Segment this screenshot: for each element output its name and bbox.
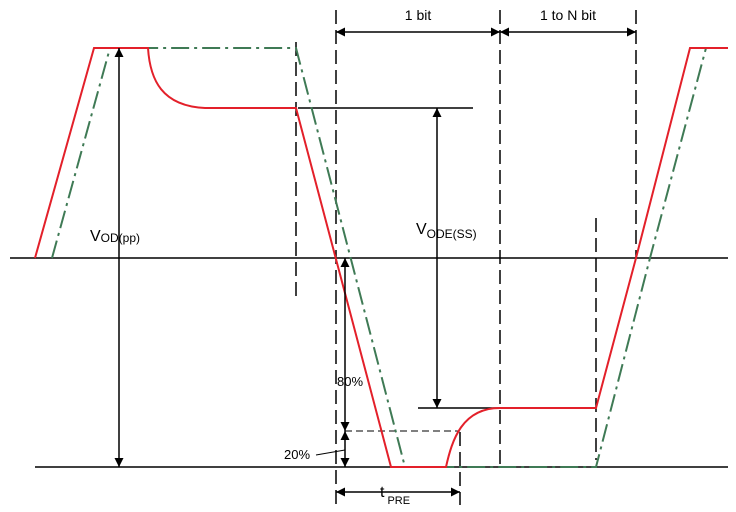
- twenty-percent-label: 20%: [284, 447, 310, 462]
- vod-pp-label: VOD(pp): [90, 228, 140, 245]
- one-bit-label: 1 bit: [405, 7, 432, 23]
- red-trace: [34, 47, 728, 468]
- vode-ss-label: VODE(SS): [416, 221, 477, 241]
- tpre-label: t PRE: [380, 484, 410, 507]
- one-to-n-bit-label: 1 to N bit: [540, 7, 596, 23]
- twenty-percent-leader: [315, 449, 346, 456]
- eighty-percent-label: 80%: [337, 374, 363, 389]
